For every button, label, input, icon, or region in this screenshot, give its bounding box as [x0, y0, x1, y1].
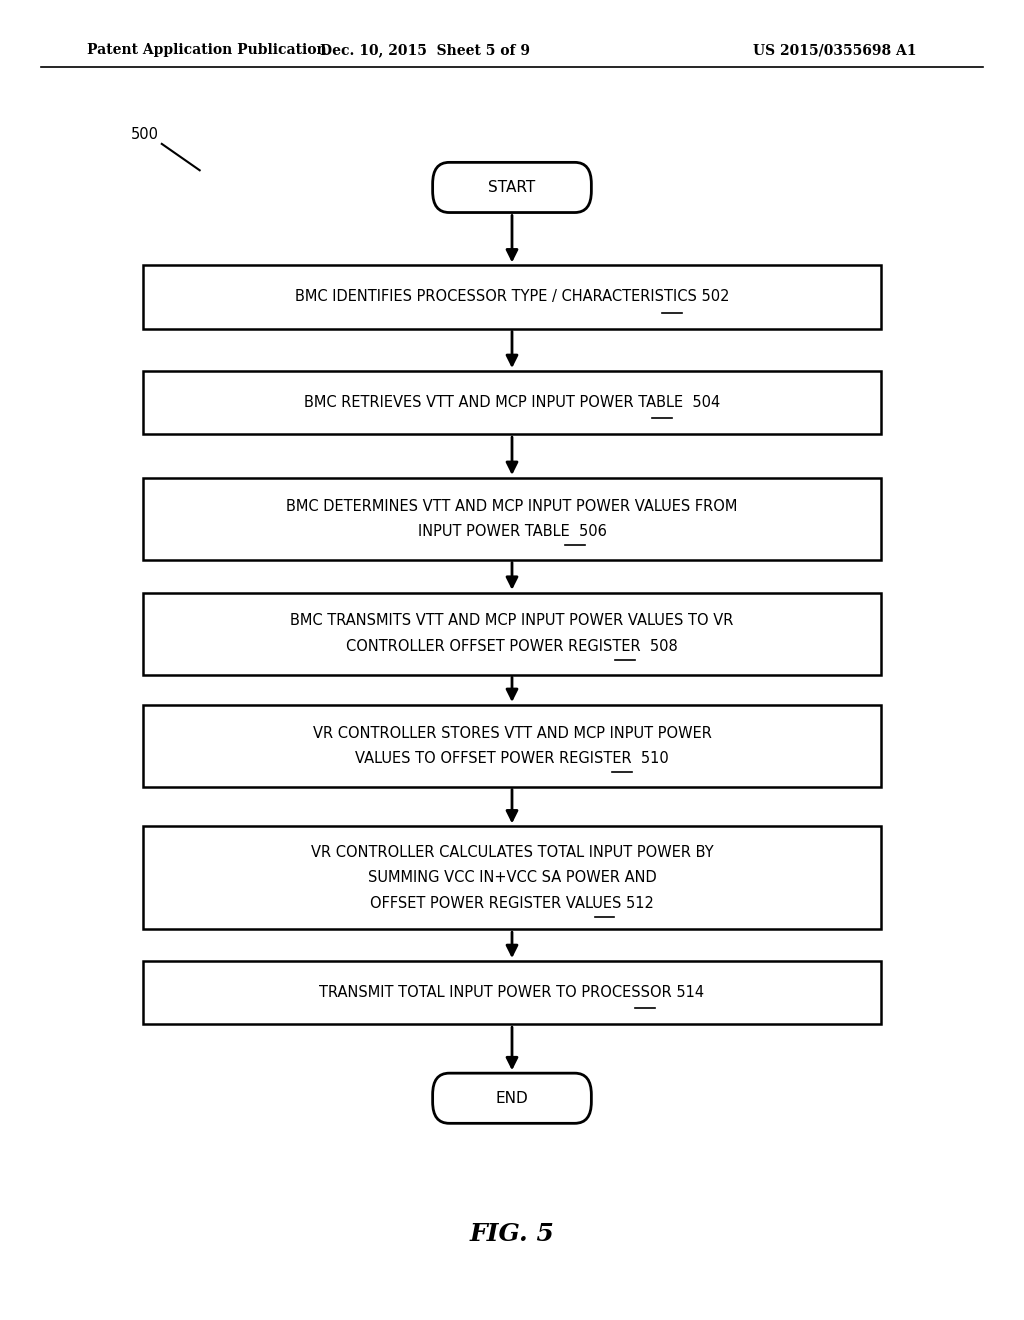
- Text: OFFSET POWER REGISTER VALUES 512: OFFSET POWER REGISTER VALUES 512: [370, 896, 654, 911]
- Text: VR CONTROLLER STORES VTT AND MCP INPUT POWER: VR CONTROLLER STORES VTT AND MCP INPUT P…: [312, 726, 712, 741]
- Text: BMC TRANSMITS VTT AND MCP INPUT POWER VALUES TO VR: BMC TRANSMITS VTT AND MCP INPUT POWER VA…: [291, 614, 733, 628]
- Text: Dec. 10, 2015  Sheet 5 of 9: Dec. 10, 2015 Sheet 5 of 9: [319, 44, 530, 57]
- FancyBboxPatch shape: [143, 826, 881, 929]
- FancyBboxPatch shape: [143, 478, 881, 560]
- FancyBboxPatch shape: [143, 371, 881, 434]
- Text: BMC IDENTIFIES PROCESSOR TYPE / CHARACTERISTICS 502: BMC IDENTIFIES PROCESSOR TYPE / CHARACTE…: [295, 289, 729, 305]
- FancyBboxPatch shape: [143, 265, 881, 329]
- FancyBboxPatch shape: [432, 162, 592, 213]
- Text: TRANSMIT TOTAL INPUT POWER TO PROCESSOR 514: TRANSMIT TOTAL INPUT POWER TO PROCESSOR …: [319, 985, 705, 1001]
- Text: VALUES TO OFFSET POWER REGISTER  510: VALUES TO OFFSET POWER REGISTER 510: [355, 751, 669, 766]
- Text: SUMMING VCC IN+VCC SA POWER AND: SUMMING VCC IN+VCC SA POWER AND: [368, 870, 656, 886]
- Text: FIG. 5: FIG. 5: [470, 1222, 554, 1246]
- Text: BMC RETRIEVES VTT AND MCP INPUT POWER TABLE  504: BMC RETRIEVES VTT AND MCP INPUT POWER TA…: [304, 395, 720, 411]
- Text: VR CONTROLLER CALCULATES TOTAL INPUT POWER BY: VR CONTROLLER CALCULATES TOTAL INPUT POW…: [310, 845, 714, 859]
- FancyBboxPatch shape: [143, 705, 881, 787]
- Text: 500: 500: [131, 127, 159, 143]
- Text: START: START: [488, 180, 536, 195]
- Text: CONTROLLER OFFSET POWER REGISTER  508: CONTROLLER OFFSET POWER REGISTER 508: [346, 639, 678, 653]
- Text: END: END: [496, 1090, 528, 1106]
- Text: US 2015/0355698 A1: US 2015/0355698 A1: [753, 44, 916, 57]
- Text: Patent Application Publication: Patent Application Publication: [87, 44, 327, 57]
- FancyBboxPatch shape: [143, 593, 881, 675]
- Text: INPUT POWER TABLE  506: INPUT POWER TABLE 506: [418, 524, 606, 539]
- FancyBboxPatch shape: [432, 1073, 592, 1123]
- FancyBboxPatch shape: [143, 961, 881, 1024]
- Text: BMC DETERMINES VTT AND MCP INPUT POWER VALUES FROM: BMC DETERMINES VTT AND MCP INPUT POWER V…: [287, 499, 737, 513]
